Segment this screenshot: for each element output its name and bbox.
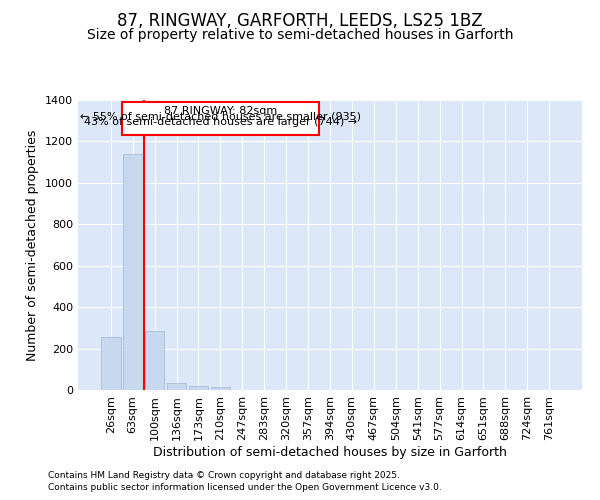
Text: ← 55% of semi-detached houses are smaller (935): ← 55% of semi-detached houses are smalle…	[80, 112, 361, 122]
Bar	[101, 337, 121, 390]
Text: 43% of semi-detached houses are larger (744) →: 43% of semi-detached houses are larger (…	[84, 117, 357, 127]
Bar	[123, 154, 143, 390]
Bar	[188, 386, 208, 390]
Bar	[145, 331, 164, 390]
Text: 87 RINGWAY: 82sqm: 87 RINGWAY: 82sqm	[164, 106, 277, 116]
Text: Contains public sector information licensed under the Open Government Licence v3: Contains public sector information licen…	[48, 484, 442, 492]
X-axis label: Distribution of semi-detached houses by size in Garforth: Distribution of semi-detached houses by …	[153, 446, 507, 458]
FancyBboxPatch shape	[122, 102, 319, 135]
Text: Size of property relative to semi-detached houses in Garforth: Size of property relative to semi-detach…	[87, 28, 513, 42]
Text: Contains HM Land Registry data © Crown copyright and database right 2025.: Contains HM Land Registry data © Crown c…	[48, 471, 400, 480]
Y-axis label: Number of semi-detached properties: Number of semi-detached properties	[26, 130, 40, 360]
Bar	[211, 388, 230, 390]
Bar	[167, 383, 187, 390]
Text: 87, RINGWAY, GARFORTH, LEEDS, LS25 1BZ: 87, RINGWAY, GARFORTH, LEEDS, LS25 1BZ	[117, 12, 483, 30]
